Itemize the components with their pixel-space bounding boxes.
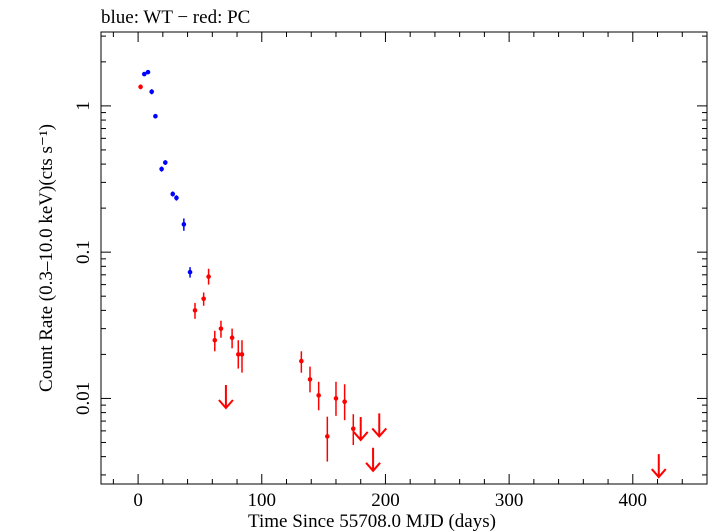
data-point bbox=[235, 352, 241, 357]
data-point bbox=[159, 166, 164, 172]
y-axis-label: Count Rate (0.3–10.0 keV)(cts s⁻¹) bbox=[36, 124, 57, 392]
data-point bbox=[170, 191, 176, 197]
data-point bbox=[153, 113, 158, 119]
plot-frame bbox=[100, 31, 708, 485]
data-point bbox=[163, 160, 168, 165]
data-point bbox=[229, 335, 235, 341]
upper-limit-arrow bbox=[365, 447, 381, 473]
data-point bbox=[212, 337, 218, 343]
data-series bbox=[138, 69, 667, 479]
data-point bbox=[218, 326, 224, 331]
x-axis: 0 100 200 300 400 bbox=[112, 32, 708, 511]
x-axis-label: Time Since 55708.0 MJD (days) bbox=[248, 511, 496, 532]
data-point bbox=[149, 89, 155, 95]
y-tick-label: 1 bbox=[73, 101, 94, 111]
data-point bbox=[299, 358, 304, 364]
data-point bbox=[181, 222, 187, 227]
data-point bbox=[174, 195, 179, 201]
upper-limit-arrow bbox=[371, 413, 388, 438]
y-axis: 0.01 0.1 1 bbox=[73, 35, 707, 476]
chart-title: blue: WT − red: PC bbox=[101, 7, 250, 28]
data-point bbox=[350, 426, 356, 432]
y-tick-label: 0.1 bbox=[73, 240, 94, 264]
upper-limit-arrow bbox=[651, 454, 667, 479]
data-point bbox=[333, 396, 339, 401]
data-point bbox=[325, 434, 330, 439]
data-point bbox=[342, 399, 347, 404]
data-point bbox=[138, 84, 143, 90]
x-tick-label: 400 bbox=[619, 490, 648, 511]
series-pc bbox=[138, 84, 667, 479]
data-point bbox=[201, 296, 206, 302]
upper-limit-arrow bbox=[218, 385, 234, 410]
upper-limit-arrow bbox=[352, 416, 369, 442]
x-tick-label: 200 bbox=[371, 490, 400, 511]
x-tick-label: 0 bbox=[133, 490, 143, 511]
x-tick-label: 300 bbox=[495, 490, 524, 511]
data-point bbox=[206, 274, 211, 279]
data-point bbox=[307, 377, 313, 382]
y-tick-label: 0.01 bbox=[73, 382, 94, 415]
x-tick-label: 100 bbox=[248, 490, 277, 511]
data-point bbox=[187, 269, 193, 275]
data-point bbox=[192, 308, 198, 313]
series-wt bbox=[141, 69, 193, 278]
data-point bbox=[141, 71, 147, 77]
data-point bbox=[316, 393, 321, 398]
data-point bbox=[239, 352, 245, 357]
data-point bbox=[145, 69, 151, 75]
